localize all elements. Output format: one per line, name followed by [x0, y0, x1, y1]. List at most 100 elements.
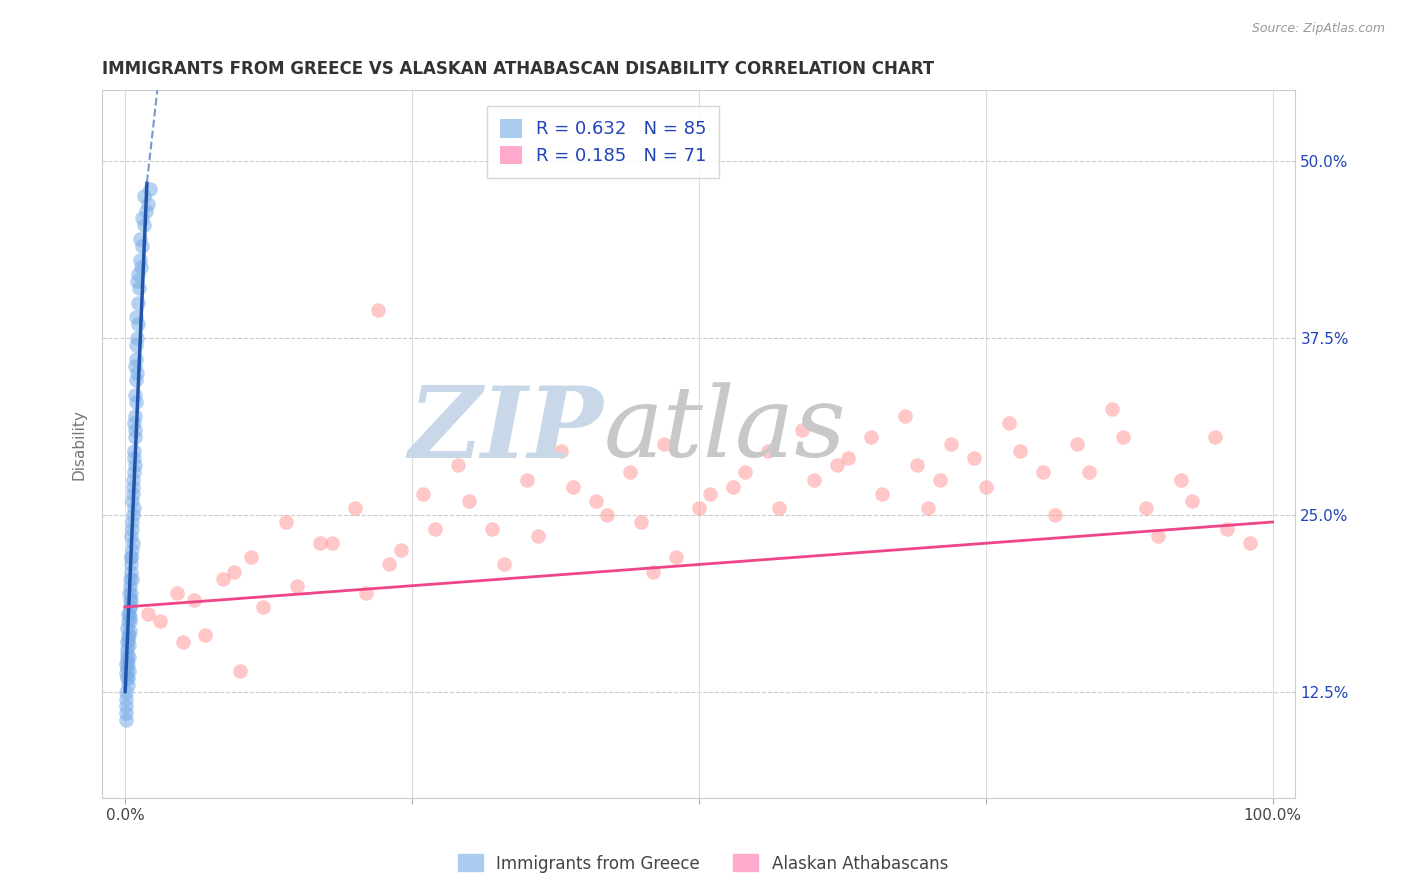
Point — [121, 493, 143, 508]
Point — [1066, 437, 1088, 451]
Point — [561, 480, 583, 494]
Point — [132, 218, 155, 232]
Point — [354, 586, 377, 600]
Point — [120, 550, 142, 565]
Point — [127, 268, 149, 282]
Point — [1101, 401, 1123, 416]
Point — [117, 661, 139, 675]
Point — [139, 182, 162, 196]
Point — [118, 586, 141, 600]
Point — [1170, 473, 1192, 487]
Point — [132, 189, 155, 203]
Point — [1112, 430, 1135, 444]
Point — [285, 579, 308, 593]
Point — [118, 610, 141, 624]
Point — [963, 451, 986, 466]
Point — [120, 586, 142, 600]
Point — [124, 451, 146, 466]
Point — [124, 430, 146, 444]
Point — [917, 500, 939, 515]
Point — [734, 466, 756, 480]
Point — [115, 652, 138, 666]
Point — [121, 572, 143, 586]
Point — [128, 281, 150, 295]
Point — [121, 515, 143, 529]
Point — [131, 239, 153, 253]
Point — [122, 500, 145, 515]
Point — [118, 579, 141, 593]
Point — [121, 473, 143, 487]
Point — [124, 359, 146, 374]
Point — [183, 593, 205, 607]
Point — [756, 444, 779, 458]
Point — [117, 638, 139, 652]
Point — [127, 367, 149, 381]
Point — [1135, 500, 1157, 515]
Point — [129, 253, 152, 268]
Point — [596, 508, 619, 522]
Point — [321, 536, 343, 550]
Point — [115, 713, 138, 727]
Point — [825, 458, 848, 473]
Point — [124, 387, 146, 401]
Point — [941, 437, 963, 451]
Point — [997, 416, 1019, 430]
Point — [122, 486, 145, 500]
Point — [117, 632, 139, 647]
Point — [166, 586, 188, 600]
Point — [768, 500, 790, 515]
Point — [481, 522, 503, 536]
Point — [118, 628, 141, 642]
Point — [135, 203, 157, 218]
Point — [309, 536, 332, 550]
Point — [122, 536, 145, 550]
Point — [928, 473, 950, 487]
Point — [115, 699, 138, 714]
Point — [229, 664, 252, 678]
Point — [1239, 536, 1261, 550]
Point — [550, 444, 572, 458]
Point — [120, 550, 142, 565]
Point — [115, 621, 138, 635]
Point — [1215, 522, 1237, 536]
Point — [343, 500, 366, 515]
Point — [905, 458, 928, 473]
Point — [122, 480, 145, 494]
Point — [367, 302, 389, 317]
Point — [117, 671, 139, 685]
Point — [274, 515, 297, 529]
Point — [723, 480, 745, 494]
Point — [120, 593, 142, 607]
Point — [117, 678, 139, 692]
Point — [120, 599, 142, 614]
Point — [224, 565, 246, 579]
Point — [803, 473, 825, 487]
Point — [124, 423, 146, 437]
Point — [120, 599, 142, 614]
Point — [121, 508, 143, 522]
Point — [115, 671, 138, 685]
Point — [120, 572, 142, 586]
Point — [1032, 466, 1054, 480]
Text: ZIP: ZIP — [408, 382, 603, 478]
Point — [516, 473, 538, 487]
Text: atlas: atlas — [603, 383, 846, 477]
Point — [125, 338, 148, 352]
Point — [148, 614, 170, 628]
Point — [122, 466, 145, 480]
Point — [136, 607, 159, 621]
Point — [790, 423, 813, 437]
Point — [630, 515, 652, 529]
Point — [117, 607, 139, 621]
Point — [131, 211, 153, 225]
Point — [118, 607, 141, 621]
Point — [125, 274, 148, 288]
Point — [252, 599, 274, 614]
Point — [118, 664, 141, 678]
Point — [654, 437, 676, 451]
Point — [458, 493, 481, 508]
Point — [194, 628, 217, 642]
Point — [240, 550, 263, 565]
Point — [1043, 508, 1066, 522]
Point — [665, 550, 688, 565]
